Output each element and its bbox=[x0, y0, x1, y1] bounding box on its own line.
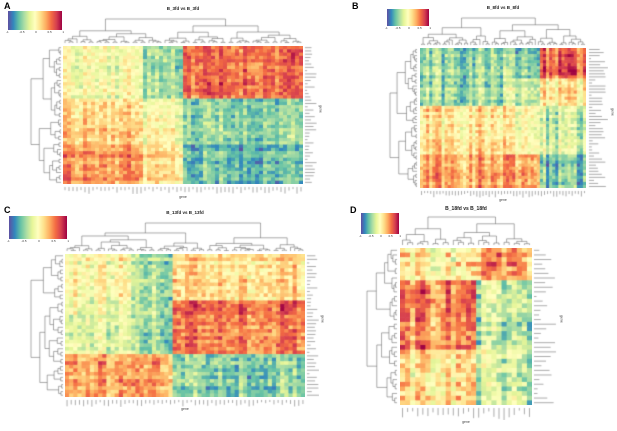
color-scale-legend bbox=[387, 9, 429, 26]
column-dendrogram bbox=[400, 215, 532, 246]
chart-title: B_13fd vs B_13fd bbox=[166, 210, 204, 215]
legend-tick-label: -0.5 bbox=[19, 30, 25, 34]
row-labels bbox=[588, 48, 608, 188]
row-dendrogram bbox=[388, 48, 418, 188]
legend-tick-label: 0.5 bbox=[417, 27, 421, 30]
panel-label: D bbox=[350, 205, 357, 215]
legend-tick-labels: -1-0.500.51 bbox=[359, 235, 401, 238]
legend-tick-label: 0 bbox=[408, 26, 410, 30]
legend-tick-label: -1 bbox=[385, 26, 388, 30]
heatmap bbox=[420, 48, 586, 188]
column-labels bbox=[420, 190, 586, 198]
legend-tick-label: 0 bbox=[38, 239, 40, 243]
legend-tick-label: 0.5 bbox=[388, 234, 393, 238]
y-axis-title: gene bbox=[318, 105, 323, 113]
row-dendrogram bbox=[365, 248, 398, 405]
row-dendrogram bbox=[29, 254, 64, 397]
row-labels bbox=[304, 46, 317, 184]
y-axis-title: gene bbox=[610, 108, 615, 116]
color-scale-legend bbox=[8, 11, 62, 30]
legend-tick-label: 0 bbox=[380, 234, 382, 238]
heatmap bbox=[63, 46, 303, 184]
column-labels bbox=[63, 186, 303, 194]
row-dendrogram bbox=[29, 46, 62, 184]
panel-label: A bbox=[4, 1, 11, 11]
color-scale-legend bbox=[9, 216, 67, 239]
panel-label: B bbox=[352, 1, 359, 11]
legend-tick-label: -0.5 bbox=[21, 239, 27, 243]
chart-title: B_3fd vs B_3fd bbox=[166, 6, 200, 11]
heatmap bbox=[65, 254, 305, 397]
legend-tick-label: -0.5 bbox=[395, 26, 401, 30]
legend-tick-label: -1 bbox=[359, 234, 362, 238]
x-axis-title: gene bbox=[181, 407, 189, 411]
panel-label: C bbox=[4, 205, 11, 215]
x-axis-title: gene bbox=[499, 198, 507, 202]
x-axis-title: gene bbox=[179, 195, 187, 199]
legend-tick-label: -0.5 bbox=[368, 234, 374, 238]
legend-tick-label: 0 bbox=[35, 30, 37, 34]
legend-tick-label: 0.5 bbox=[47, 30, 52, 34]
row-labels bbox=[306, 254, 319, 397]
color-scale-legend bbox=[361, 213, 399, 234]
column-dendrogram bbox=[65, 221, 305, 252]
y-axis-title: gene bbox=[559, 315, 564, 323]
legend-tick-label: -1 bbox=[7, 239, 10, 243]
column-labels bbox=[400, 407, 532, 420]
column-labels bbox=[65, 399, 305, 407]
heatmap bbox=[400, 248, 532, 405]
chart-title: B_8fd vs B_8fd bbox=[486, 5, 520, 10]
column-dendrogram bbox=[63, 17, 303, 44]
column-dendrogram bbox=[420, 16, 586, 46]
y-axis-title: gene bbox=[320, 315, 325, 323]
row-labels bbox=[533, 248, 557, 405]
legend-tick-label: 0.5 bbox=[51, 239, 56, 243]
legend-tick-label: -1 bbox=[6, 30, 9, 34]
x-axis-title: gene bbox=[462, 420, 470, 424]
chart-title: B_18fd vs B_18fd bbox=[445, 206, 487, 212]
